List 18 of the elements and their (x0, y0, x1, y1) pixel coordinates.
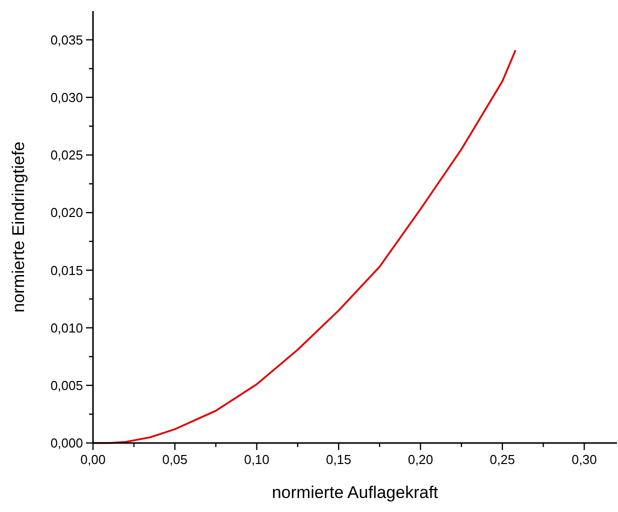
y-tick-label: 0,035 (50, 32, 83, 48)
y-tick-label: 0,005 (50, 378, 83, 393)
y-tick-label: 0,000 (50, 436, 83, 451)
y-tick-label: 0,015 (50, 262, 83, 278)
x-axis-title: normierte Auflagekraft (272, 483, 438, 502)
y-axis-title: normierte Eindringtiefe (9, 141, 28, 313)
y-tick-label: 0,025 (50, 148, 83, 163)
x-tick-label: 0,00 (80, 452, 106, 467)
y-tick-label: 0,010 (50, 320, 83, 336)
x-tick-label: 0,20 (408, 452, 434, 467)
x-tick-label: 0,10 (244, 452, 270, 467)
y-tick-label: 0,030 (50, 90, 83, 105)
line-series (92, 49, 516, 444)
y-tick-label: 0,020 (50, 205, 83, 220)
x-tick-label: 0,30 (572, 452, 597, 467)
x-tick-label: 0,05 (162, 452, 188, 467)
x-tick-label: 0,25 (490, 452, 516, 467)
x-tick-label: 0,15 (326, 452, 352, 467)
